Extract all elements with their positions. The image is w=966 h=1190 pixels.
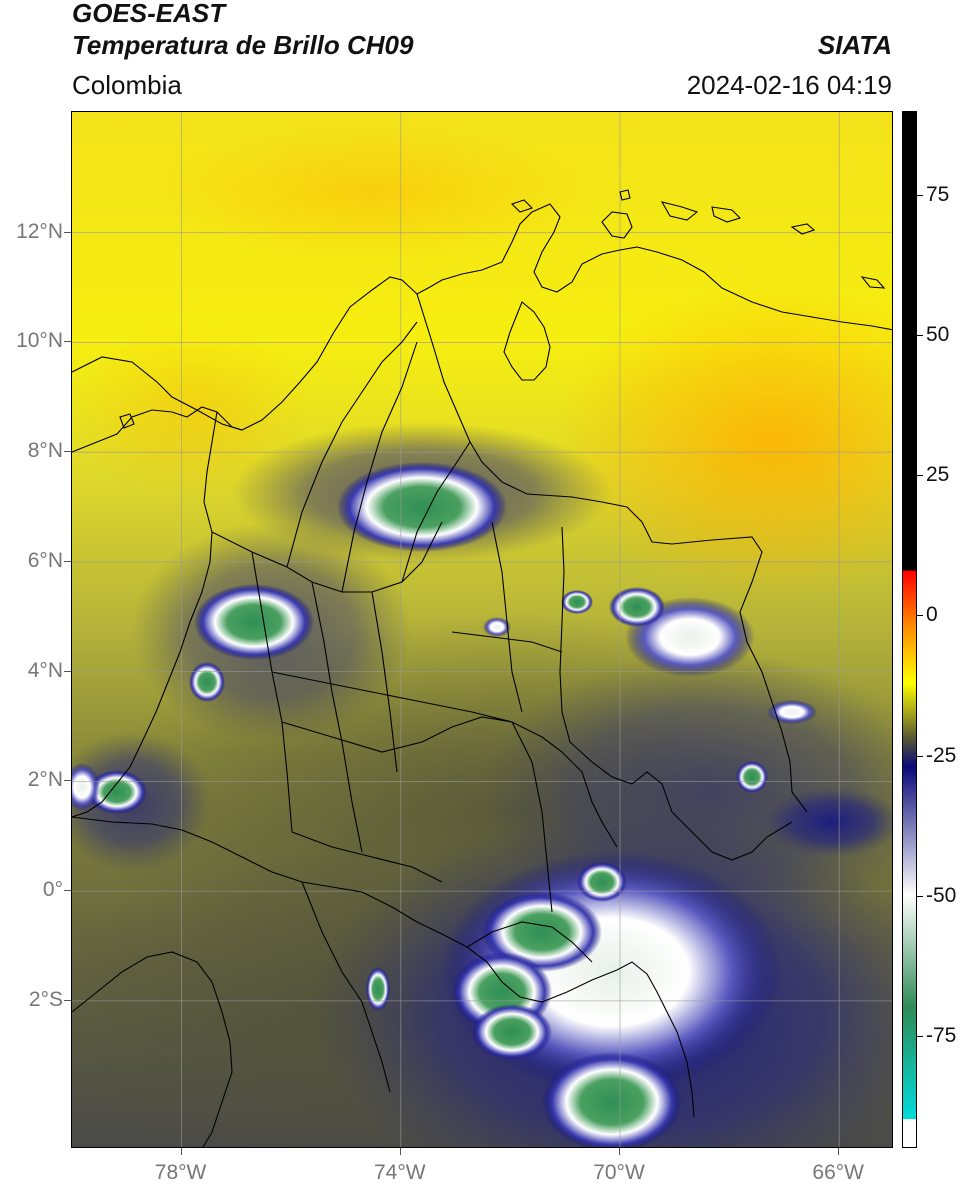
lon-tick-label: 74°W <box>374 1161 426 1184</box>
lon-tick <box>619 1148 620 1155</box>
colorbar-tick <box>917 335 923 337</box>
colorbar-tick-label: 25 <box>926 463 950 487</box>
lat-tick <box>64 231 71 233</box>
lat-tick-label: 6°N <box>27 548 63 572</box>
map-panel[interactable] <box>71 111 893 1148</box>
title-satellite: GOES-EAST <box>72 0 226 28</box>
lat-tick <box>64 560 71 562</box>
lat-tick <box>64 670 71 672</box>
lat-tick <box>64 451 71 453</box>
lon-tick <box>838 1148 840 1155</box>
datetime-label: 2024-02-16 04:19 <box>686 70 892 100</box>
lat-tick <box>64 780 71 782</box>
lat-tick <box>64 341 71 343</box>
colorbar-tick <box>917 195 923 197</box>
colorbar-tick <box>917 755 923 757</box>
colorbar-tick-label: 0 <box>926 603 938 627</box>
lat-tick-label: 10°N <box>16 329 63 353</box>
lat-tick-label: 8°N <box>27 439 63 463</box>
lat-tick-label: 0° <box>42 878 63 902</box>
graticule <box>72 112 892 1147</box>
colorbar-tick-label: -50 <box>926 883 957 907</box>
lon-tick-label: 66°W <box>812 1161 864 1184</box>
lat-tick-label: 2°S <box>28 987 63 1011</box>
satellite-image <box>72 112 892 1147</box>
org-label: SIATA <box>817 30 892 60</box>
lat-tick-label: 4°N <box>27 658 63 682</box>
region-label: Colombia <box>72 70 182 100</box>
colorbar-tick <box>917 1035 923 1037</box>
coastlines-borders <box>72 189 892 1147</box>
lat-tick <box>64 999 71 1001</box>
lon-tick-label: 70°W <box>593 1161 645 1184</box>
lon-tick-label: 78°W <box>154 1161 207 1184</box>
lat-tick-label: 2°N <box>27 768 63 792</box>
colorbar <box>902 111 917 1148</box>
colorbar-tick <box>917 895 923 897</box>
colorbar-tick-label: -75 <box>926 1023 957 1047</box>
lat-tick-label: 12°N <box>16 219 63 243</box>
lon-tick <box>399 1148 401 1155</box>
lat-tick <box>64 890 71 892</box>
colorbar-tick-label: -25 <box>926 743 957 767</box>
colorbar-tick-label: 75 <box>926 183 950 207</box>
colorbar-tick <box>917 475 923 477</box>
colorbar-tick-label: 50 <box>926 323 950 347</box>
lon-tick <box>180 1148 182 1155</box>
title-product: Temperatura de Brillo CH09 <box>72 30 414 60</box>
colorbar-tick <box>917 615 923 617</box>
